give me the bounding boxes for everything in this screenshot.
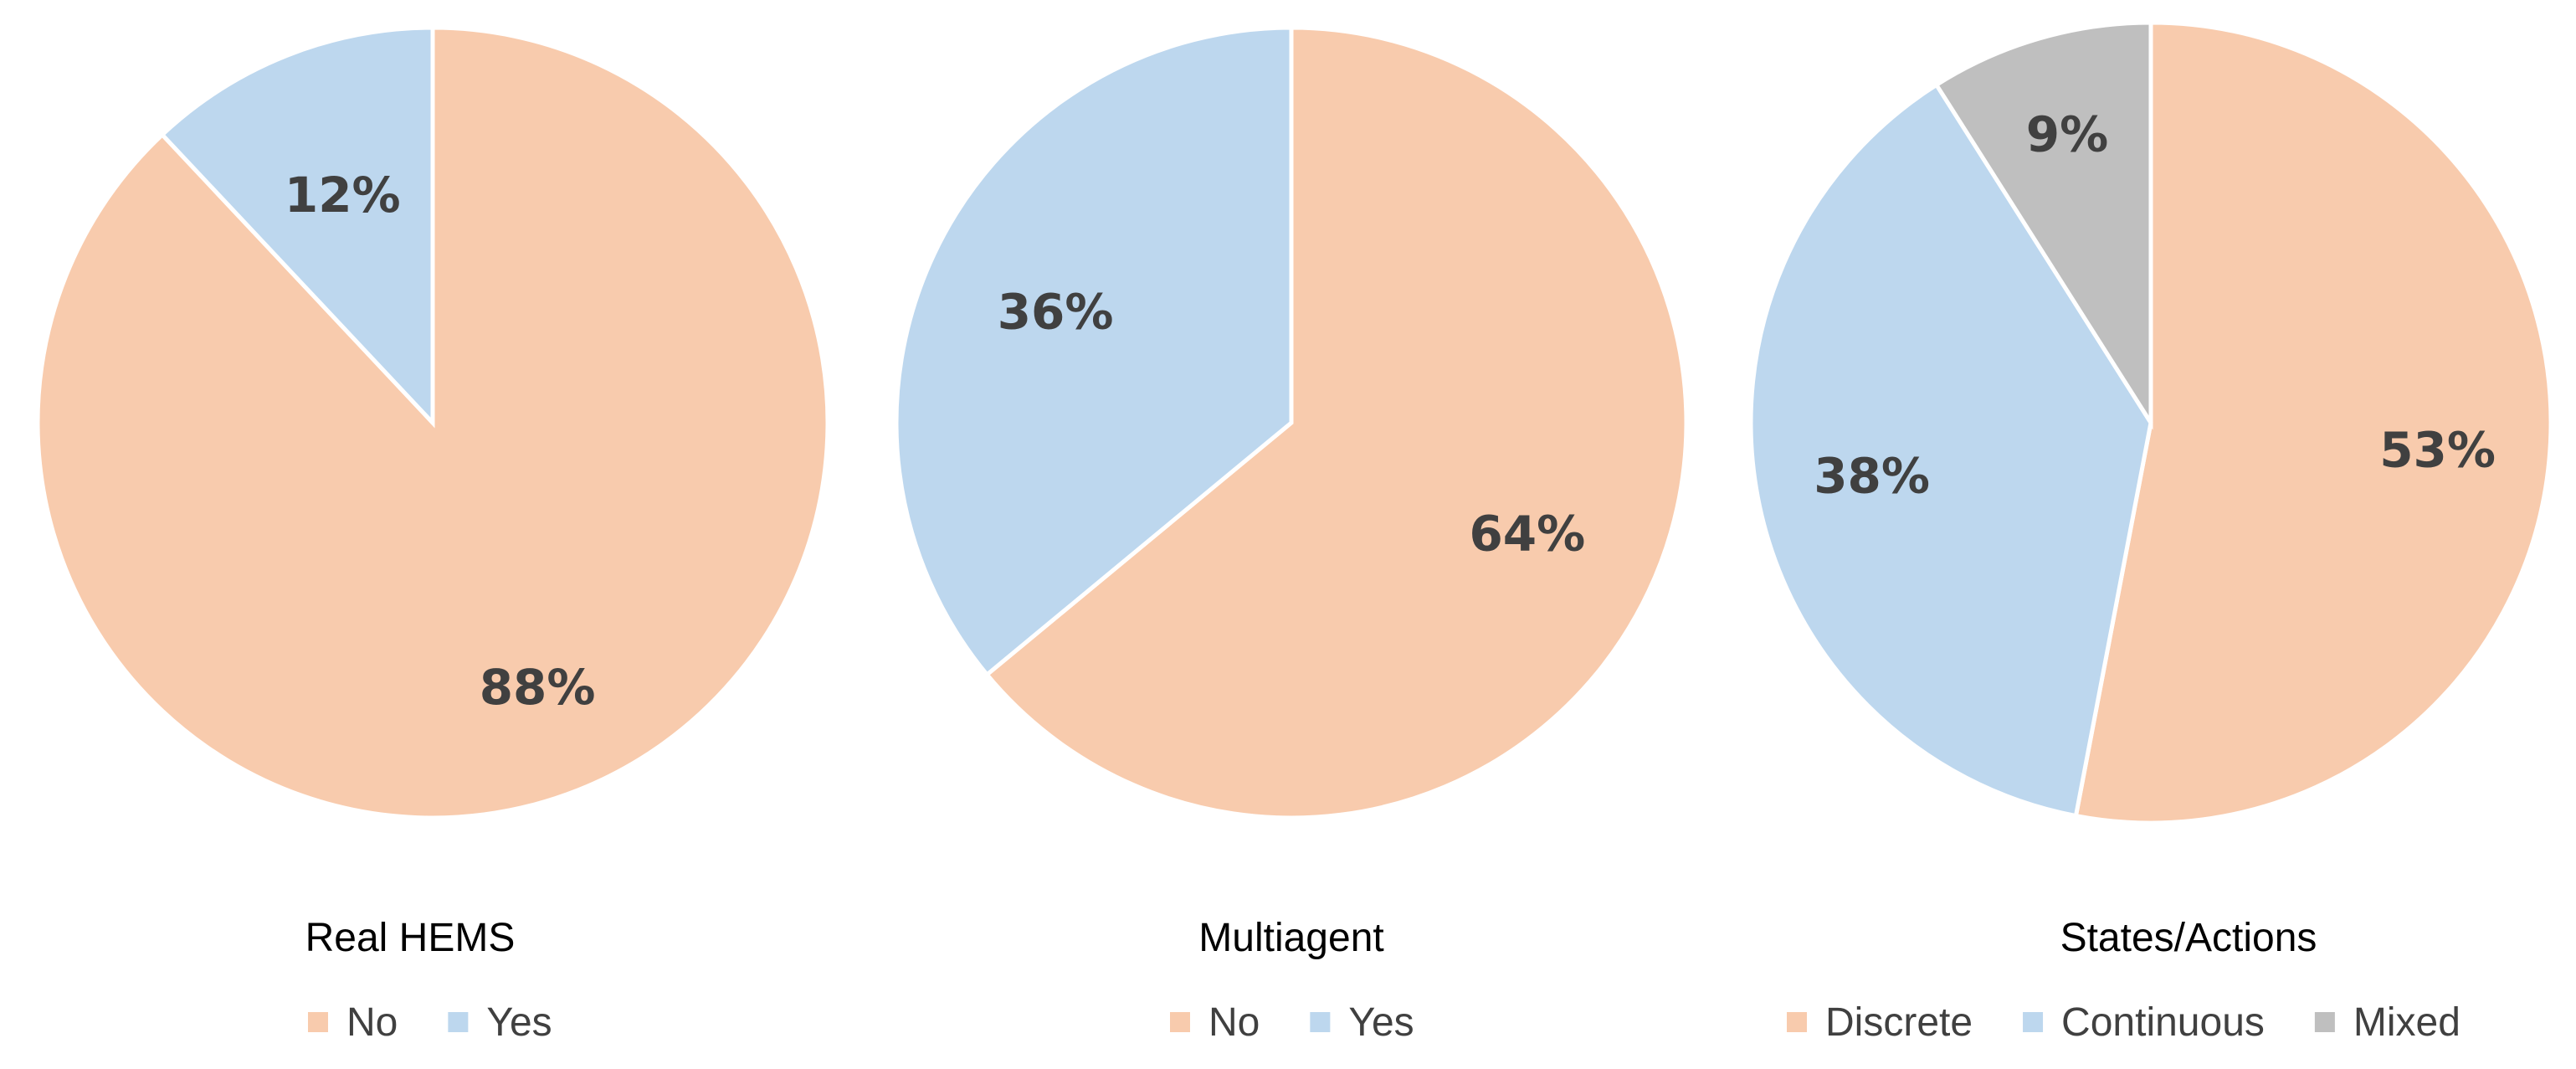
pie-chart-states-actions: 53% 38% 9% States/Actions Discrete Continuous… [1748,20,2553,1045]
data-label-yes: 12% [285,167,401,224]
pie-slice-yes [159,25,435,429]
data-label-continuous: 38% [1814,448,1930,505]
legend-label-no: No [346,1000,398,1045]
pie-chart-real-hems: 88% 12% Real HEMS No Yes [35,25,830,1045]
legend-item-yes: Yes [448,1000,552,1045]
legend-item-yes: Yes [1310,1000,1414,1045]
legend-item-no: No [308,1000,398,1045]
data-label-no: 88% [480,659,596,716]
legend-item-continuous: Continuous [2023,1000,2265,1045]
chart-title: States/Actions [2060,916,2317,960]
pie-chart-multiagent: 64% 36% Multiagent No Yes [894,25,1689,1045]
legend-swatch-discrete [1787,1012,1807,1032]
data-label-no: 64% [1469,506,1585,563]
pie-slice-yes [894,25,1294,678]
pie-slice-mixed [1933,20,2153,430]
chart-title: Multiagent [1198,916,1383,960]
legend-swatch-continuous [2023,1012,2044,1032]
legend-swatch-no [308,1012,328,1032]
legend-swatch-yes [1310,1012,1331,1032]
legend-label-no: No [1208,1000,1260,1045]
legend-label-discrete: Discrete [1825,1000,1973,1045]
legend-swatch-no [1170,1012,1190,1032]
data-label-mixed: 9% [2026,106,2108,163]
data-label-yes: 36% [998,283,1114,340]
chart-title: Real HEMS [305,916,516,960]
legend: No Yes [308,1000,552,1045]
legend-swatch-mixed [2314,1012,2335,1032]
legend-item-mixed: Mixed [2314,1000,2461,1045]
legend-item-no: No [1170,1000,1260,1045]
pie-slice-discrete [2073,20,2553,825]
legend-label-continuous: Continuous [2061,1000,2265,1045]
data-label-discrete: 53% [2379,421,2496,478]
legend: No Yes [1170,1000,1414,1045]
legend-label-yes: Yes [486,1000,552,1045]
legend-item-discrete: Discrete [1787,1000,1973,1045]
legend-swatch-yes [448,1012,469,1032]
legend-label-mixed: Mixed [2353,1000,2461,1045]
pie-slice-no [983,25,1689,820]
legend: Discrete Continuous Mixed [1787,1000,2461,1045]
legend-label-yes: Yes [1348,1000,1414,1045]
